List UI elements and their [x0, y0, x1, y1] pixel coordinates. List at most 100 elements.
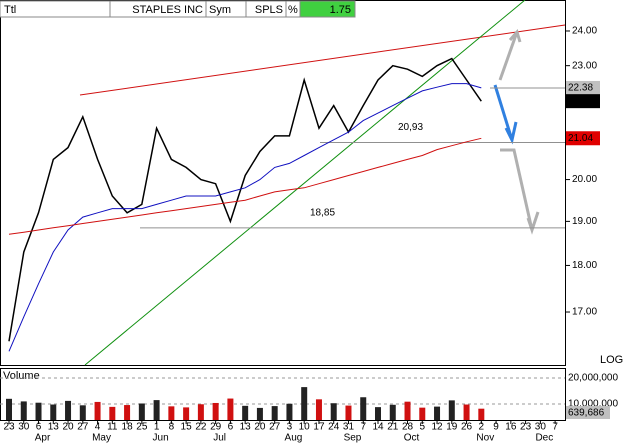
volume-bar: [286, 403, 293, 420]
x-tick-label: 27: [269, 422, 281, 433]
volume-bar: [227, 398, 234, 420]
volume-bar: [65, 400, 72, 420]
price-label: 22.38: [568, 83, 593, 94]
mid-arrow: [493, 84, 518, 145]
x-tick-label: 2: [479, 422, 485, 433]
x-tick-label: 26: [461, 422, 473, 433]
x-tick-label: 11: [107, 422, 118, 433]
x-tick-label: 23: [520, 422, 532, 433]
volume-bar: [20, 401, 27, 420]
x-tick-label: 1: [154, 422, 160, 433]
x-tick-label: 13: [240, 422, 252, 433]
volume-bar: [183, 407, 190, 420]
x-tick-label: 23: [3, 422, 15, 433]
x-tick-label: 20: [62, 422, 74, 433]
volume-bar: [271, 406, 278, 420]
x-tick-label: 6: [228, 422, 234, 433]
y-tick-label: 20.00: [572, 174, 597, 185]
x-tick-label: 10: [299, 422, 311, 433]
volume-bar: [434, 406, 441, 420]
volume-bar: [197, 404, 204, 420]
ttl-box[interactable]: [0, 0, 111, 18]
volume-last-box: [566, 406, 610, 419]
price-label-box: [566, 131, 600, 146]
y-tick-label: 24.00: [572, 26, 597, 37]
volume-bar: [389, 404, 396, 420]
y-tick-label: 17.00: [572, 307, 597, 318]
x-tick-label: 17: [313, 422, 325, 433]
x-tick-label: 12: [431, 422, 443, 433]
volume-bar: [109, 406, 116, 420]
up-arrow: [498, 28, 522, 81]
x-tick-label: 22: [195, 422, 207, 433]
y-tick-label: 18.00: [572, 260, 597, 271]
volume-bar: [124, 405, 131, 420]
volume-bar: [153, 400, 160, 420]
x-tick-label: 9: [493, 422, 499, 433]
x-tick-label: 3: [287, 422, 293, 433]
x-tick-label: 27: [77, 422, 89, 433]
price-label: 21.04: [568, 133, 593, 144]
volume-tick-label: 10,000,000: [568, 399, 618, 410]
volume-tick-label: 20,000,000: [568, 373, 618, 384]
x-tick-label: 18: [122, 422, 134, 433]
ttl: Ttl: [4, 4, 16, 16]
x-tick-label: 30: [535, 422, 547, 433]
volume-label: Volume: [3, 370, 40, 382]
volume-bar: [330, 403, 337, 420]
sym-label: Sym: [209, 4, 231, 16]
volume-bar: [463, 404, 470, 420]
month-label: Oct: [404, 433, 420, 444]
volume-bar: [478, 408, 485, 420]
volume-bar: [345, 405, 352, 420]
x-tick-label: 21: [387, 422, 399, 433]
volume-bar: [375, 407, 381, 420]
x-tick-label: 30: [18, 422, 30, 433]
volume-bar: [35, 402, 42, 420]
x-tick-label: 14: [372, 422, 384, 433]
x-tick-label: 15: [181, 422, 193, 433]
month-label: Jun: [153, 433, 169, 444]
x-tick-label: 28: [402, 422, 414, 433]
volume-bar: [404, 401, 411, 420]
x-tick-label: 8: [169, 422, 175, 433]
volume-bar: [419, 407, 426, 420]
x-tick-label: 24: [328, 422, 340, 433]
month-label: Sep: [344, 433, 362, 444]
volume-bar: [94, 401, 101, 420]
volume-panel: [0, 368, 566, 421]
x-tick-label: 13: [48, 422, 60, 433]
scale-label: LOG: [600, 354, 623, 366]
pct: 1.75: [330, 4, 351, 16]
series-line: [8, 137, 482, 235]
volume-bar: [138, 403, 145, 420]
x-tick-label: 16: [505, 422, 517, 433]
pct-label: %: [288, 4, 298, 16]
month-label: Aug: [285, 433, 303, 444]
symbol: SPLS: [255, 4, 283, 16]
x-tick-label: 6: [36, 422, 42, 433]
series-line: [8, 83, 482, 352]
level-label: 18,85: [310, 207, 335, 218]
x-tick-label: 7: [552, 422, 558, 433]
month-label: Dec: [535, 433, 553, 444]
y-tick-label: 23.00: [572, 60, 597, 71]
x-tick-label: 31: [343, 422, 355, 433]
volume-bar: [212, 402, 219, 420]
title: STAPLES INC: [132, 4, 203, 16]
support-trendline: [84, 0, 526, 366]
x-tick-label: 19: [446, 422, 458, 433]
x-tick-label: 4: [95, 422, 101, 433]
x-tick-label: 5: [419, 422, 425, 433]
month-label: Apr: [35, 433, 51, 444]
volume-last: 639,686: [568, 408, 605, 419]
level-label: 20,93: [398, 122, 423, 133]
price-label-box: [566, 94, 600, 109]
volume-bar: [6, 398, 12, 420]
x-tick-label: 29: [210, 422, 222, 433]
volume-bar: [256, 407, 263, 420]
volume-bar: [242, 405, 249, 420]
volume-bar: [315, 399, 322, 420]
